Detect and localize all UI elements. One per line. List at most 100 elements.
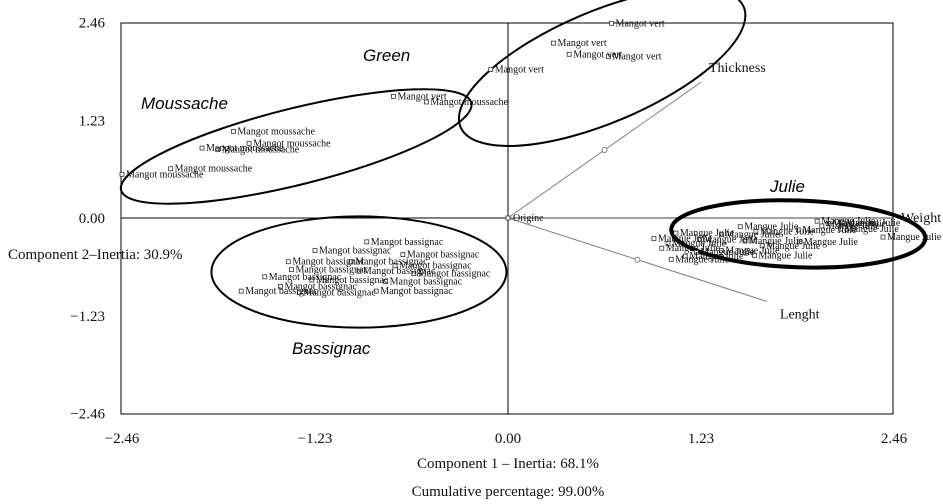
data-point-label: Mangot bassignac xyxy=(292,257,365,268)
ellipse-green xyxy=(457,0,747,147)
chart-subtitle: Cumulative percentage: 99.00% xyxy=(412,484,605,500)
data-point-marker xyxy=(356,268,362,274)
data-point-label: Mangot bassignac xyxy=(380,286,453,297)
data-point-label: Mangue Julie xyxy=(826,221,881,232)
x-axis-title: Component 1 – Inertia: 68.1% xyxy=(417,456,599,472)
data-point-marker xyxy=(718,248,724,253)
data-point-marker xyxy=(797,239,803,245)
data-point-marker xyxy=(373,288,379,294)
data-point-label: Mangot moussache xyxy=(237,126,315,137)
data-point-marker xyxy=(814,218,820,224)
data-point-label: Mangue Julie xyxy=(675,254,730,265)
data-point-marker xyxy=(737,224,743,230)
data-point-marker xyxy=(312,248,318,253)
data-point-marker xyxy=(609,20,614,26)
data-point-label: Mangue Julie xyxy=(666,243,721,254)
data-point-marker xyxy=(289,267,294,273)
data-point-label: Mangot vert xyxy=(573,49,622,60)
group-ellipses xyxy=(119,0,928,329)
data-point-label: Mangot vert xyxy=(495,64,544,75)
data-point-label: Mangot bassignac xyxy=(303,288,376,299)
data-point-label: Mangot bassignac xyxy=(269,272,342,283)
data-point-marker xyxy=(168,166,174,172)
data-point-label: Mangue Julie xyxy=(887,232,942,243)
group-label-green: Green xyxy=(363,46,410,65)
ellipse-julie xyxy=(669,198,928,270)
data-point-label: Mangue Julie xyxy=(846,218,901,229)
data-point-label: Mangue Julie xyxy=(725,246,780,257)
origin-marker xyxy=(505,215,511,221)
variable-vectors xyxy=(507,81,894,302)
data-point-label: Mangue Julie xyxy=(802,225,857,236)
data-point-label: Mangot bassignac xyxy=(316,275,389,286)
data-point-marker xyxy=(759,243,765,249)
data-point-label: Mangot moussache xyxy=(126,169,204,180)
y-tick-label: 1.23 xyxy=(79,113,105,129)
data-point-label: Mangue Julie xyxy=(832,219,887,230)
origin-label: Origine xyxy=(513,213,544,224)
data-point-label: Mangot bassignac xyxy=(371,237,444,248)
data-point-marker xyxy=(606,54,611,60)
vector-label-thickness: Thickness xyxy=(709,61,766,76)
vector-label-weight: Weight xyxy=(901,211,941,226)
data-point-marker xyxy=(392,263,398,269)
y-tick-label: 2.46 xyxy=(79,16,106,32)
data-point-marker xyxy=(215,147,221,153)
data-point-marker xyxy=(742,238,748,244)
data-point-marker xyxy=(296,290,302,296)
data-point-marker xyxy=(880,234,886,240)
data-point-label: Mangot bassignac xyxy=(245,286,318,297)
data-point-marker xyxy=(383,279,389,284)
data-point-label: Mangue Julie xyxy=(700,247,755,258)
data-point-marker xyxy=(693,249,699,255)
data-point-marker xyxy=(411,271,417,277)
data-point-marker xyxy=(665,241,671,246)
data-point-label: Mangue Julie xyxy=(766,241,821,252)
data-point-marker xyxy=(795,227,801,233)
data-point-label: Mangot bassignac xyxy=(355,257,428,268)
data-point-marker xyxy=(659,245,665,251)
data-point-marker xyxy=(231,128,236,134)
data-point-marker xyxy=(262,274,268,280)
data-point-label: Mangot moussache xyxy=(253,138,331,149)
data-point-label: Mangue Julie xyxy=(725,230,780,241)
data-point-marker xyxy=(551,40,556,46)
data-point-label: Mangue Julie xyxy=(672,238,727,249)
data-point-marker xyxy=(668,256,674,262)
data-point-marker xyxy=(825,221,831,226)
group-label-moussache: Moussache xyxy=(141,94,228,113)
data-point-label: Mangot bassignac xyxy=(390,277,463,288)
data-point-marker xyxy=(566,51,572,57)
x-tick-label: 2.46 xyxy=(881,431,908,447)
data-point-marker xyxy=(400,252,406,257)
data-point-marker xyxy=(238,288,244,294)
data-point-label: Mangot bassignac xyxy=(399,261,472,272)
data-point-marker xyxy=(718,232,724,238)
y-tick-label: 0.00 xyxy=(79,211,105,227)
group-label-julie: Julie xyxy=(769,177,805,196)
x-tick-label: 1.23 xyxy=(688,431,714,447)
y-tick-label: −1.23 xyxy=(70,309,105,325)
group-label-bassignac: Bassignac xyxy=(292,339,371,358)
data-point-label: Mangue Julie xyxy=(703,234,758,245)
x-tick-label: 0.00 xyxy=(495,431,521,447)
vector-midpoint-marker xyxy=(634,256,641,263)
data-point-label: Mangue Julie xyxy=(680,228,735,239)
chart-text: −2.46 −1.23 0.00 1.23 2.46 2.46 1.23 0.00 −1.23 −… xyxy=(8,16,942,501)
data-point-label: Mangot bassignac xyxy=(418,269,491,280)
data-point-label: Mangot vert xyxy=(397,91,446,102)
data-point-label: Mangot bassignac xyxy=(295,265,368,276)
data-point-label: Mangue Julie xyxy=(758,250,813,261)
data-point-marker xyxy=(119,171,125,177)
data-point-marker xyxy=(751,252,757,258)
data-point-marker xyxy=(839,220,845,226)
ellipse-moussache xyxy=(119,88,473,205)
data-point-marker xyxy=(246,140,252,146)
data-point-marker xyxy=(838,226,844,232)
data-point-marker xyxy=(673,230,679,236)
data-point-marker xyxy=(682,253,688,259)
data-points xyxy=(119,20,886,296)
y-tick-label: −2.46 xyxy=(70,407,105,423)
data-point-label: Mangot vert xyxy=(558,38,607,49)
